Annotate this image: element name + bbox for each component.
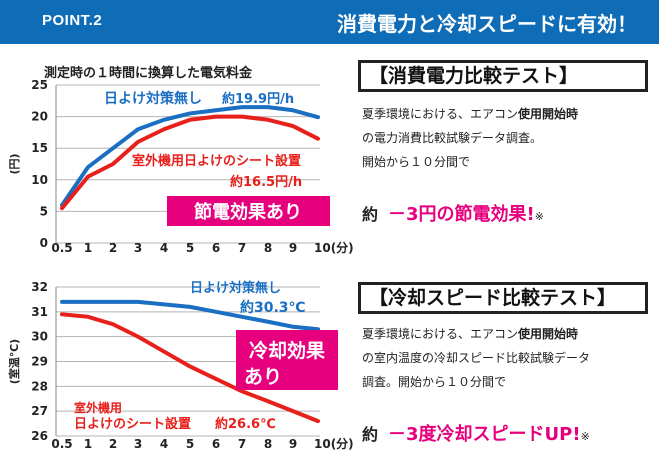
chart1-red-series-value: 約16.5円/h — [230, 174, 302, 190]
x-tick-label: 1 — [84, 241, 92, 255]
test1-line2: の電力消費比較試験データ調査。 — [362, 131, 543, 145]
test2-result-text: －3度冷却スピードUP! — [388, 424, 581, 445]
test1-result: 約 －3円の節電効果!※ — [362, 200, 544, 226]
x-tick-label: 8 — [264, 437, 272, 451]
test2-line1a: 夏季環境における、エアコン — [362, 327, 519, 341]
x-tick-label: 3 — [134, 437, 142, 451]
y-tick-label: 20 — [31, 110, 48, 124]
test1-line1b: 使用開始時 — [518, 107, 579, 121]
x-tick-label: 9 — [289, 241, 297, 255]
chart2-red-series-value: 約26.6℃ — [215, 416, 276, 432]
y-tick-label: 25 — [31, 78, 48, 92]
x-tick-label: 4 — [160, 437, 168, 451]
point-label: POINT.2 — [42, 12, 103, 29]
x-tick-label: 10(分) — [314, 240, 354, 255]
chart1-title: 測定時の１時間に換算した電気料金 — [44, 66, 253, 81]
x-tick-label: 6 — [212, 241, 220, 255]
x-tick-label: 2 — [109, 437, 117, 451]
y-tick-label: 27 — [31, 404, 48, 418]
test2-description: 夏季環境における、エアコン使用開始時 の室内温度の冷却スピード比較試験データ 調… — [362, 322, 590, 394]
y-axis-label: (室温℃) — [7, 339, 21, 384]
chart2-badge-text-2: あり — [244, 366, 282, 388]
x-tick-label: 10(分) — [314, 436, 354, 451]
chart2-red-series-name-2: 日よけのシート設置 — [74, 416, 191, 432]
chart2-blue-series-name: 日よけ対策無し — [190, 280, 281, 296]
test1-result-text: －3円の節電効果! — [388, 204, 535, 225]
test2-line3: 調査。開始から１０分間で — [362, 375, 507, 389]
test1-note: ※ — [534, 210, 544, 223]
test1-line1a: 夏季環境における、エアコン — [362, 107, 519, 121]
x-tick-label: 0.5 — [51, 437, 72, 451]
chart1-blue-series-value: 約19.9円/h — [222, 91, 294, 107]
test2-line1b: 使用開始時 — [518, 327, 579, 341]
y-axis-label: (円) — [8, 153, 21, 174]
x-tick-label: 7 — [238, 437, 246, 451]
y-tick-label: 30 — [31, 330, 48, 344]
y-tick-label: 5 — [40, 204, 48, 218]
test1-description: 夏季環境における、エアコン使用開始時 の電力消費比較試験データ調査。 開始から１… — [362, 102, 578, 174]
chart2-badge-text-1: 冷却効果 — [249, 339, 325, 362]
x-tick-label: 5 — [186, 437, 194, 451]
x-tick-label: 7 — [238, 241, 246, 255]
test1-yaku: 約 — [362, 205, 379, 224]
y-tick-label: 0 — [40, 236, 48, 250]
test2-result: 約 －3度冷却スピードUP!※ — [362, 420, 590, 446]
y-tick-label: 26 — [31, 429, 48, 443]
x-tick-label: 3 — [134, 241, 142, 255]
chart1-badge-bg — [167, 196, 330, 226]
y-tick-label: 15 — [31, 141, 48, 155]
series-line-with-shade — [60, 312, 320, 424]
test1-title: 【消費電力比較テスト】 — [358, 60, 648, 92]
y-tick-label: 32 — [31, 280, 48, 294]
x-tick-label: 4 — [160, 241, 168, 255]
series-line-no-shade — [60, 105, 320, 208]
y-tick-label: 10 — [31, 173, 48, 187]
x-tick-label: 5 — [186, 241, 194, 255]
series-line-no-shade — [60, 299, 320, 332]
x-tick-label: 1 — [84, 437, 92, 451]
x-tick-label: 9 — [289, 437, 297, 451]
chart1-red-series-name: 室外機用日よけのシート設置 — [132, 153, 301, 169]
x-tick-label: 8 — [264, 241, 272, 255]
y-tick-label: 28 — [31, 379, 48, 393]
test2-title: 【冷却スピード比較テスト】 — [358, 282, 648, 314]
chart2-badge-bg — [236, 330, 338, 390]
test2-yaku: 約 — [362, 425, 379, 444]
y-tick-label: 29 — [31, 355, 48, 369]
header-bar: POINT.2 消費電力と冷却スピードに有効！ — [0, 0, 659, 44]
y-tick-label: 31 — [31, 305, 48, 319]
x-tick-label: 2 — [109, 241, 117, 255]
chart2-blue-series-value: 約30.3℃ — [240, 299, 306, 316]
test2-line2: の室内温度の冷却スピード比較試験データ — [362, 351, 591, 365]
chart2-red-series-name-1: 室外機用 — [74, 400, 122, 415]
x-tick-label: 0.5 — [51, 241, 72, 255]
chart1-badge-text: 節電効果あり — [194, 201, 302, 223]
series-line-with-shade — [60, 114, 320, 211]
test2-note: ※ — [580, 430, 590, 443]
test1-line3: 開始から１０分間で — [362, 155, 471, 169]
x-tick-label: 6 — [212, 437, 220, 451]
header-title: 消費電力と冷却スピードに有効！ — [337, 12, 637, 36]
chart1-blue-series-name: 日よけ対策無し — [104, 90, 202, 107]
